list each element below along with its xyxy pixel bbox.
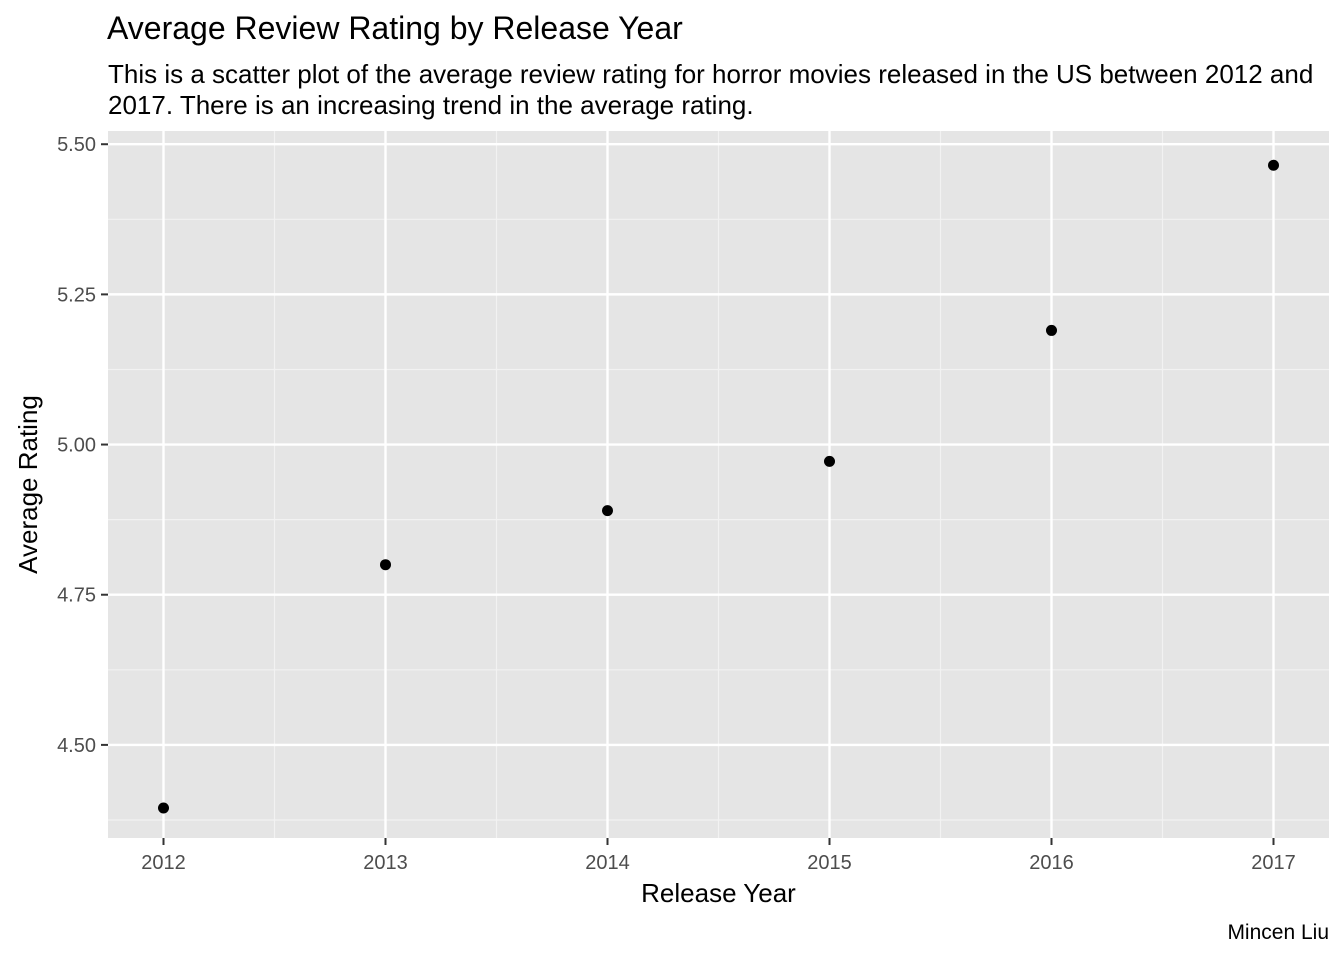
data-point [1046, 324, 1057, 336]
x-tick-label: 2013 [363, 852, 408, 874]
y-axis-title: Average Rating [13, 395, 43, 574]
data-points [158, 159, 1279, 814]
data-point [158, 802, 169, 814]
chart-caption: Mincen Liu [1227, 921, 1329, 944]
y-tick-label: 4.50 [57, 735, 96, 757]
x-tick-label: 2016 [1029, 852, 1074, 874]
data-point [1268, 159, 1279, 171]
chart-subtitle: This is a scatter plot of the average re… [108, 59, 1314, 120]
x-tick-label: 2017 [1251, 852, 1296, 874]
x-tick-label: 2014 [585, 852, 630, 874]
data-point [824, 455, 835, 467]
major-gridlines [108, 131, 1329, 838]
y-tick-label: 5.25 [57, 284, 96, 306]
x-axis: 2012 2013 2014 2015 2016 2017 [141, 838, 1296, 874]
y-axis: 4.50 4.75 5.00 5.25 5.50 [57, 134, 108, 757]
y-tick-label: 4.75 [57, 585, 96, 607]
x-tick-label: 2012 [141, 852, 186, 874]
x-axis-title: Release Year [641, 878, 796, 908]
data-point [602, 505, 613, 517]
chart-title: Average Review Rating by Release Year [107, 10, 683, 46]
y-tick-label: 5.50 [57, 134, 96, 156]
minor-gridlines [108, 131, 1329, 838]
y-tick-label: 5.00 [57, 435, 96, 457]
x-tick-label: 2015 [807, 852, 852, 874]
data-point [380, 559, 391, 571]
